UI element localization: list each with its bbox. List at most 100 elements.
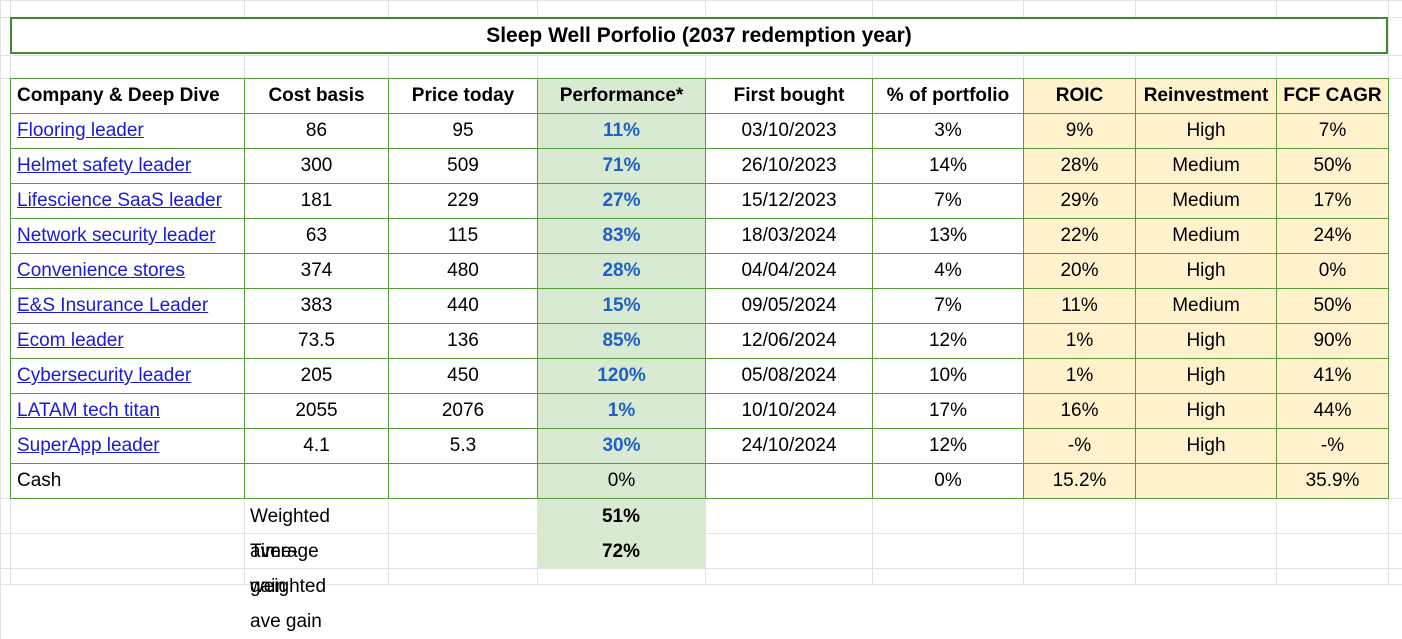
reinvestment-cell[interactable]: Medium	[1135, 218, 1277, 254]
company-link[interactable]: Lifescience SaaS leader	[17, 190, 222, 211]
company-cell[interactable]: Cash	[10, 463, 245, 499]
performance-cell[interactable]: 83%	[537, 218, 706, 254]
roic-cell[interactable]: 11%	[1023, 288, 1136, 324]
first-bought-cell[interactable]: 15/12/2023	[705, 183, 873, 219]
first-bought-cell[interactable]: 05/08/2024	[705, 358, 873, 394]
company-link[interactable]: Helmet safety leader	[17, 155, 192, 176]
price-today-cell[interactable]: 95	[388, 113, 538, 149]
weighted-average-gain-label[interactable]: Weighted average gain	[250, 506, 330, 597]
price-today-cell[interactable]: 2076	[388, 393, 538, 429]
reinvestment-cell[interactable]: High	[1135, 253, 1277, 289]
company-cell[interactable]: E&S Insurance Leader	[10, 288, 245, 324]
pct-portfolio-cell[interactable]: 14%	[872, 148, 1024, 184]
pct-portfolio-cell[interactable]: 13%	[872, 218, 1024, 254]
price-today-cell[interactable]: 136	[388, 323, 538, 359]
roic-cell[interactable]: 28%	[1023, 148, 1136, 184]
pct-portfolio-cell[interactable]: 12%	[872, 323, 1024, 359]
reinvestment-cell[interactable]: Medium	[1135, 148, 1277, 184]
fcf-cagr-cell[interactable]: 41%	[1276, 358, 1389, 394]
performance-cell[interactable]: 30%	[537, 428, 706, 464]
performance-cell[interactable]: 27%	[537, 183, 706, 219]
company-cell[interactable]: Cybersecurity leader	[10, 358, 245, 394]
reinvestment-cell[interactable]: High	[1135, 358, 1277, 394]
performance-cell[interactable]: 1%	[537, 393, 706, 429]
roic-cell[interactable]: 29%	[1023, 183, 1136, 219]
cost-basis-cell[interactable]: 374	[244, 253, 389, 289]
cost-basis-cell[interactable]: 383	[244, 288, 389, 324]
first-bought-cell[interactable]: 26/10/2023	[705, 148, 873, 184]
header-roic[interactable]: ROIC	[1023, 78, 1136, 114]
price-today-cell[interactable]: 480	[388, 253, 538, 289]
fcf-cagr-cell[interactable]: 24%	[1276, 218, 1389, 254]
header-price-today[interactable]: Price today	[388, 78, 538, 114]
first-bought-cell[interactable]: 24/10/2024	[705, 428, 873, 464]
roic-cell[interactable]: 22%	[1023, 218, 1136, 254]
company-cell[interactable]: Convenience stores	[10, 253, 245, 289]
price-today-cell[interactable]: 509	[388, 148, 538, 184]
cost-basis-cell[interactable]: 2055	[244, 393, 389, 429]
header-reinvestment[interactable]: Reinvestment	[1135, 78, 1277, 114]
fcf-cagr-cell[interactable]: -%	[1276, 428, 1389, 464]
first-bought-cell[interactable]: 12/06/2024	[705, 323, 873, 359]
company-link[interactable]: LATAM tech titan	[17, 400, 160, 421]
company-link[interactable]: Ecom leader	[17, 330, 124, 351]
company-cell[interactable]: Ecom leader	[10, 323, 245, 359]
header-cost-basis[interactable]: Cost basis	[244, 78, 389, 114]
cost-basis-cell[interactable]: 63	[244, 218, 389, 254]
first-bought-cell[interactable]: 18/03/2024	[705, 218, 873, 254]
header-company[interactable]: Company & Deep Dive	[10, 78, 245, 114]
price-today-cell[interactable]: 229	[388, 183, 538, 219]
reinvestment-cell[interactable]: High	[1135, 323, 1277, 359]
company-cell[interactable]: Flooring leader	[10, 113, 245, 149]
weighted-average-gain-value[interactable]: 51%	[537, 499, 705, 534]
fcf-cagr-cell[interactable]: 50%	[1276, 148, 1389, 184]
header-pct-portfolio[interactable]: % of portfolio	[872, 78, 1024, 114]
header-fcf-cagr[interactable]: FCF CAGR	[1276, 78, 1389, 114]
roic-cell[interactable]: 9%	[1023, 113, 1136, 149]
company-link[interactable]: E&S Insurance Leader	[17, 295, 209, 316]
roic-cell[interactable]: 20%	[1023, 253, 1136, 289]
company-link[interactable]: Cybersecurity leader	[17, 365, 192, 386]
reinvestment-cell[interactable]	[1135, 463, 1277, 499]
company-cell[interactable]: LATAM tech titan	[10, 393, 245, 429]
cost-basis-cell[interactable]	[244, 463, 389, 499]
roic-cell[interactable]: -%	[1023, 428, 1136, 464]
reinvestment-cell[interactable]: Medium	[1135, 183, 1277, 219]
roic-cell[interactable]: 16%	[1023, 393, 1136, 429]
company-cell[interactable]: SuperApp leader	[10, 428, 245, 464]
first-bought-cell[interactable]: 09/05/2024	[705, 288, 873, 324]
company-cell[interactable]: Lifescience SaaS leader	[10, 183, 245, 219]
cost-basis-cell[interactable]: 300	[244, 148, 389, 184]
fcf-cagr-cell[interactable]: 7%	[1276, 113, 1389, 149]
price-today-cell[interactable]: 450	[388, 358, 538, 394]
roic-cell[interactable]: 1%	[1023, 358, 1136, 394]
pct-portfolio-cell[interactable]: 12%	[872, 428, 1024, 464]
company-link[interactable]: Network security leader	[17, 225, 216, 246]
reinvestment-cell[interactable]: High	[1135, 113, 1277, 149]
performance-cell[interactable]: 85%	[537, 323, 706, 359]
reinvestment-cell[interactable]: Medium	[1135, 288, 1277, 324]
company-link[interactable]: SuperApp leader	[17, 435, 160, 456]
performance-cell[interactable]: 28%	[537, 253, 706, 289]
pct-portfolio-cell[interactable]: 17%	[872, 393, 1024, 429]
company-cell[interactable]: Network security leader	[10, 218, 245, 254]
roic-cell[interactable]: 1%	[1023, 323, 1136, 359]
pct-portfolio-cell[interactable]: 10%	[872, 358, 1024, 394]
company-link[interactable]: Flooring leader	[17, 120, 144, 141]
cost-basis-cell[interactable]: 86	[244, 113, 389, 149]
fcf-cagr-cell[interactable]: 17%	[1276, 183, 1389, 219]
header-first-bought[interactable]: First bought	[705, 78, 873, 114]
first-bought-cell[interactable]: 10/10/2024	[705, 393, 873, 429]
first-bought-cell[interactable]: 04/04/2024	[705, 253, 873, 289]
fcf-cagr-cell[interactable]: 50%	[1276, 288, 1389, 324]
fcf-cagr-cell[interactable]: 35.9%	[1276, 463, 1389, 499]
cost-basis-cell[interactable]: 181	[244, 183, 389, 219]
pct-portfolio-cell[interactable]: 0%	[872, 463, 1024, 499]
price-today-cell[interactable]: 440	[388, 288, 538, 324]
performance-cell[interactable]: 15%	[537, 288, 706, 324]
time-weighted-gain-value[interactable]: 72%	[537, 534, 705, 569]
roic-cell[interactable]: 15.2%	[1023, 463, 1136, 499]
performance-cell[interactable]: 11%	[537, 113, 706, 149]
pct-portfolio-cell[interactable]: 7%	[872, 183, 1024, 219]
performance-cell[interactable]: 0%	[537, 463, 706, 499]
